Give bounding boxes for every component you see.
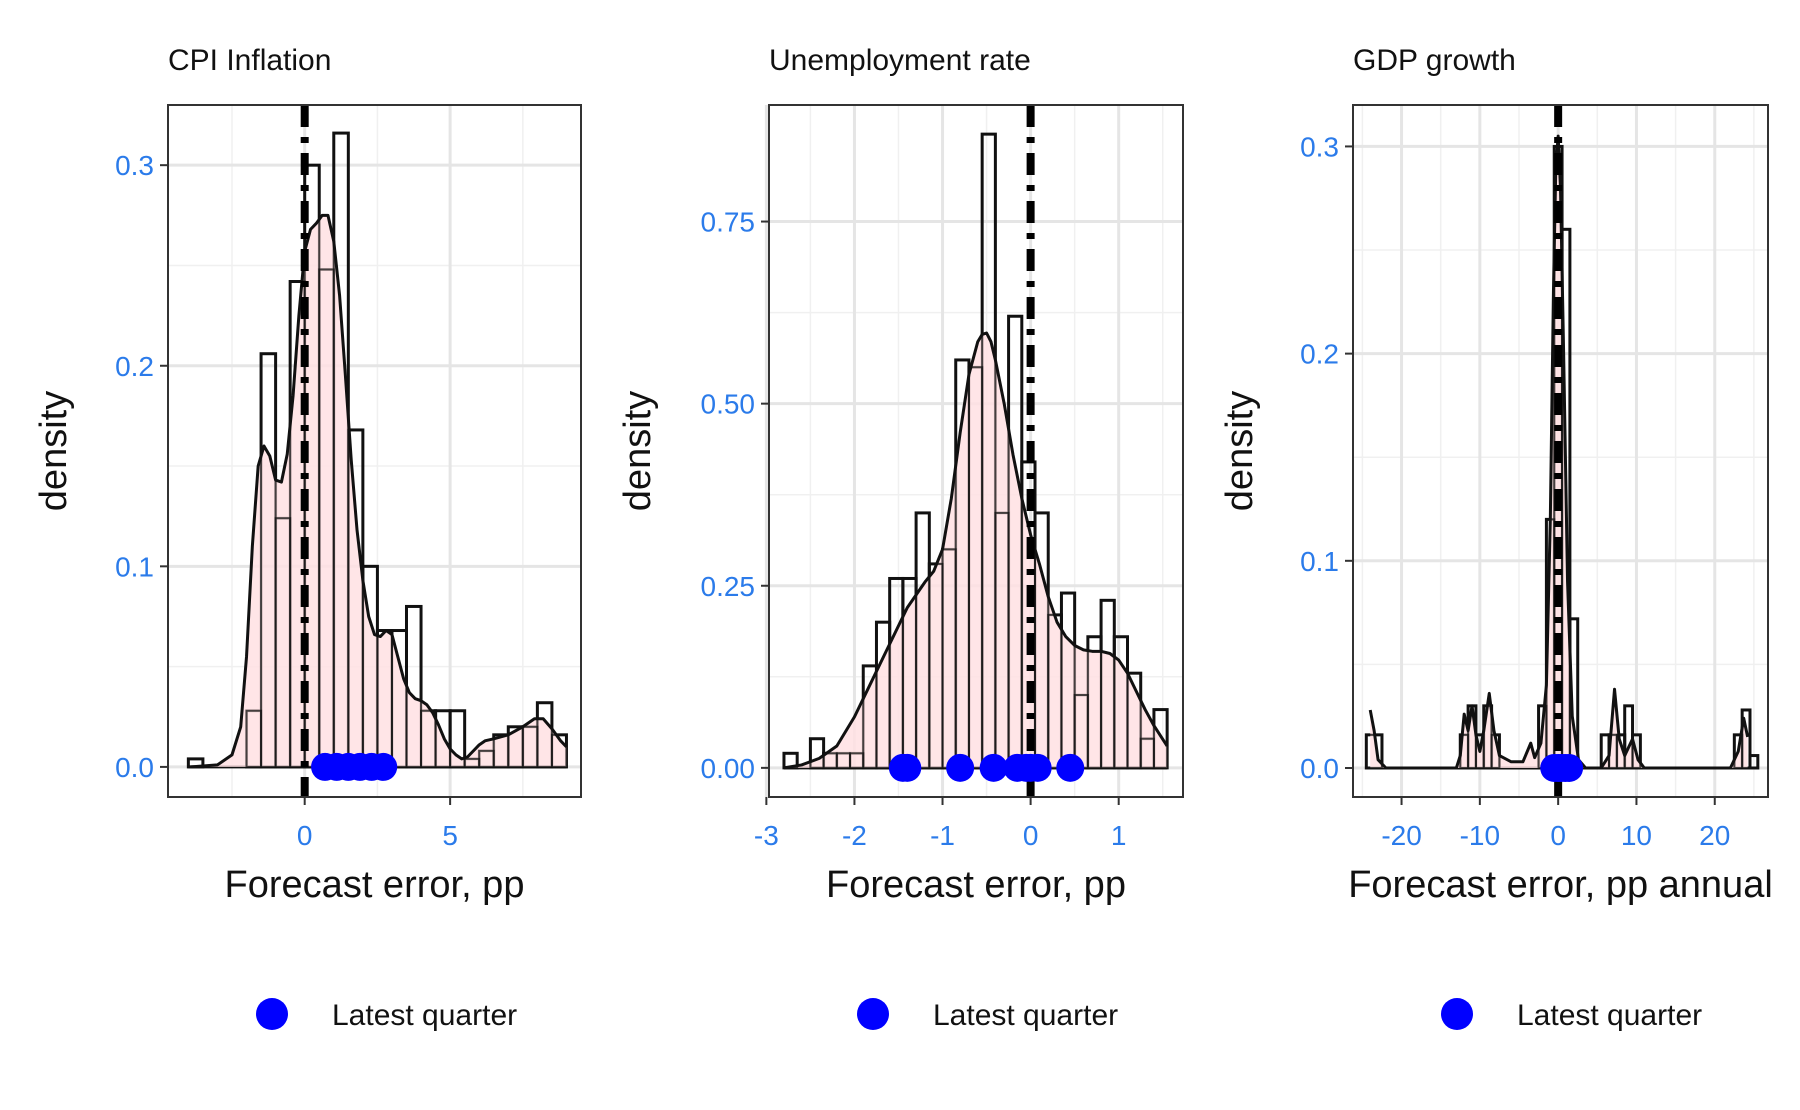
x-tick-label: 1 [1111,820,1127,851]
x-tick-label: 0 [1023,820,1039,851]
latest-quarter-point [893,753,922,782]
x-tick-label: -3 [754,820,779,851]
x-axis-title: Forecast error, pp [225,864,525,906]
histogram-bar-outline [449,709,466,768]
y-axis-title: density [33,391,75,511]
legend: Latest quarter [256,998,517,1032]
histogram-bar-outline [1126,672,1142,769]
y-tick-label: 0.0 [1300,753,1339,784]
latest-quarter-point [1056,753,1085,782]
y-tick-label: 0.1 [1300,546,1339,577]
latest-quarter-point [946,753,975,782]
legend-label: Latest quarter [933,999,1118,1032]
density-area [783,332,1168,768]
x-tick-label: 5 [442,820,458,851]
panel-title: GDP growth [1353,44,1516,77]
panel-unemployment-rate: 0.00 0.25 0.50 0.75 -3 -2 -1 0 1 Unemployment rat… [617,44,1184,1032]
x-tick-label: 20 [1699,820,1730,851]
legend-key-point [1441,998,1473,1030]
panel-cpi-inflation: 0.0 0.1 0.2 0.3 0 5 CPI Inflation Forecast erro… [33,44,582,1032]
density-area [191,215,567,767]
plot-area [782,105,1169,797]
legend: Latest quarter [857,998,1118,1032]
y-axis-title: density [617,391,659,511]
x-axis-title: Forecast error, pp [826,864,1126,906]
y-axis-title: density [1219,391,1261,511]
latest-quarter-point [1023,753,1052,782]
y-tick-label: 0.25 [701,571,756,602]
histogram-bar-outline [1631,733,1642,769]
panel-gdp-growth: 0.0 0.1 0.2 0.3 -20 -10 0 10 20 GDP growth Forecas… [1219,44,1773,1032]
y-tick-label: 0.0 [115,752,154,783]
panel-title: Unemployment rate [769,44,1031,77]
y-tick-label: 0.2 [115,351,154,382]
histogram-bar-outline [1152,708,1169,769]
legend-label: Latest quarter [332,999,517,1032]
y-tick-label: 0.50 [701,389,756,420]
y-tick-label: 0.75 [701,207,756,238]
x-tick-label: 0 [1550,820,1566,851]
plot-border [768,104,1184,798]
histogram-bar-outline [1748,754,1759,769]
legend-key-point [857,998,889,1030]
x-tick-label: -10 [1460,820,1500,851]
y-tick-label: 0.1 [115,551,154,582]
y-tick-label: 0.00 [701,753,756,784]
y-tick-label: 0.3 [1300,131,1339,162]
x-tick-label: -2 [842,820,867,851]
legend-label: Latest quarter [1517,999,1702,1032]
plot-area [1364,105,1760,797]
panel-title: CPI Inflation [168,44,331,77]
y-tick-label: 0.3 [115,150,154,181]
histogram-bar-outline [550,733,568,768]
x-tick-label: 10 [1621,820,1652,851]
latest-quarter-point [979,753,1008,782]
plot-area [186,105,568,797]
density-line [1368,134,1750,770]
x-axis-title: Forecast error, pp annual [1348,864,1773,906]
histogram-bar-outline [1741,708,1751,769]
latest-quarter-point [1555,753,1584,782]
x-tick-label: -1 [930,820,955,851]
plot-border [1352,104,1769,798]
legend-key-point [256,998,288,1030]
plot-border [167,104,582,798]
density-line [783,331,1169,770]
density-line [191,213,568,769]
x-tick-label: -20 [1381,820,1421,851]
y-tick-label: 0.2 [1300,339,1339,370]
x-tick-label: 0 [297,820,313,851]
legend: Latest quarter [1441,998,1702,1032]
latest-quarter-point [369,752,398,781]
